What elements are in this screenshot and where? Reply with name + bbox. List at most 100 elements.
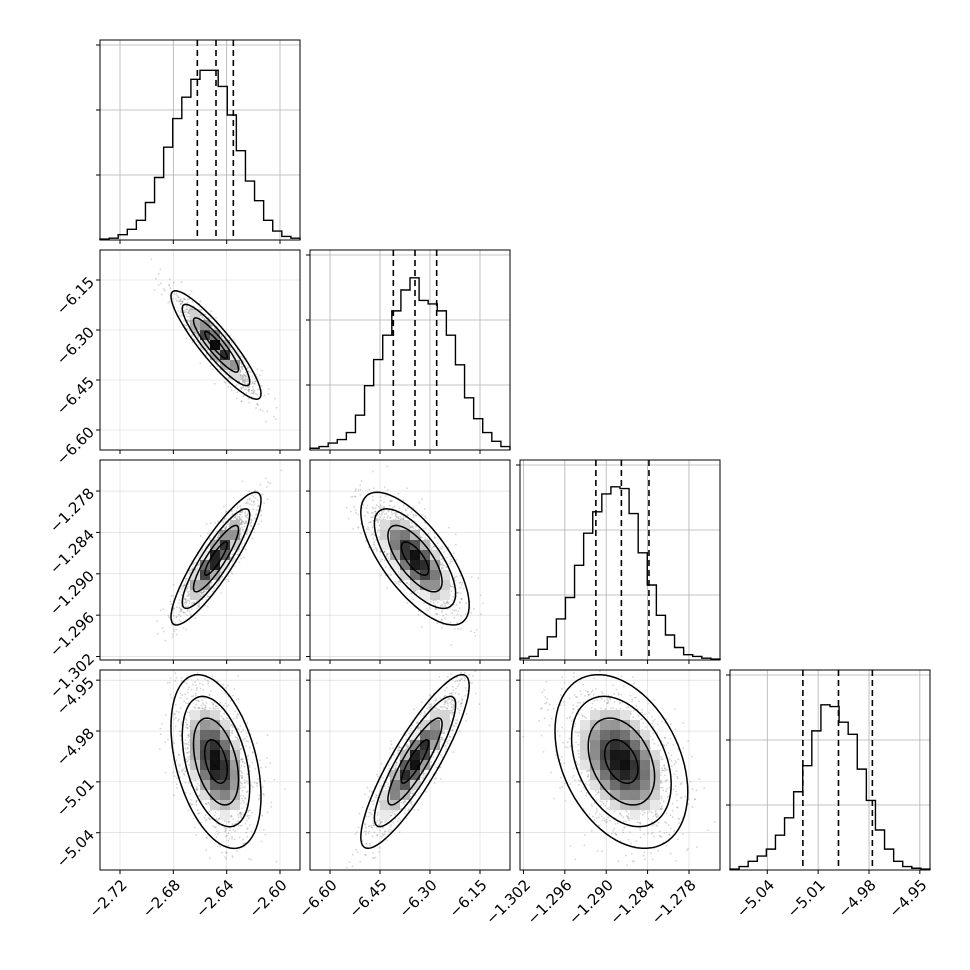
- sample-point: [179, 300, 181, 303]
- sample-point: [402, 518, 405, 521]
- sample-point: [371, 495, 374, 498]
- sample-point: [260, 766, 262, 769]
- sample-point: [232, 338, 235, 341]
- sample-point: [436, 542, 439, 545]
- sample-point: [248, 397, 250, 400]
- sample-point: [198, 330, 201, 332]
- sample-point: [171, 636, 174, 638]
- sample-point: [215, 818, 218, 820]
- sample-point: [227, 386, 230, 388]
- sample-point: [253, 390, 255, 393]
- sample-point: [252, 391, 255, 394]
- sample-point: [157, 284, 160, 286]
- sample-point: [272, 415, 275, 418]
- sample-point: [244, 511, 247, 513]
- sample-point: [184, 612, 186, 614]
- sample-point: [254, 492, 256, 495]
- sample-point: [207, 316, 210, 319]
- sample-point: [440, 619, 443, 622]
- sample-point: [188, 600, 191, 603]
- sample-point: [373, 514, 375, 517]
- sample-point: [380, 560, 382, 563]
- sample-point: [243, 380, 246, 383]
- sample-point: [412, 527, 415, 530]
- sample-point: [223, 505, 225, 508]
- sample-point: [200, 309, 202, 311]
- sample-point: [383, 501, 385, 503]
- sample-point: [251, 389, 254, 392]
- sample-point: [267, 481, 270, 484]
- sample-point: [228, 370, 231, 373]
- sample-point: [353, 506, 355, 508]
- sample-point: [261, 493, 264, 496]
- sample-point: [354, 488, 357, 490]
- sample-point: [455, 609, 457, 612]
- sample-point: [406, 581, 408, 584]
- sample-point: [369, 521, 372, 524]
- sample-point: [250, 521, 253, 524]
- sample-point: [252, 508, 254, 511]
- sample-point: [393, 505, 396, 508]
- sample-point: [204, 313, 207, 316]
- sample-point: [239, 378, 242, 381]
- sample-point: [251, 504, 254, 506]
- sample-point: [397, 517, 400, 520]
- sample-point: [435, 613, 437, 615]
- sample-point: [177, 296, 180, 298]
- sample-point: [197, 337, 200, 339]
- sample-point: [420, 498, 423, 500]
- sample-point: [412, 526, 414, 529]
- sample-point: [246, 498, 249, 501]
- sample-point: [214, 811, 217, 814]
- sample-point: [209, 522, 212, 525]
- sample-point: [245, 388, 248, 391]
- sample-point: [261, 410, 264, 412]
- sample-point: [372, 507, 375, 510]
- sample-point: [474, 635, 477, 637]
- sample-point: [188, 602, 191, 604]
- sample-point: [181, 301, 184, 303]
- sample-point: [176, 294, 179, 297]
- sample-point: [235, 510, 238, 512]
- sample-point: [381, 512, 383, 515]
- sample-point: [253, 389, 256, 392]
- sample-point: [391, 513, 394, 516]
- density-block: [440, 590, 450, 600]
- sample-point: [241, 530, 244, 532]
- sample-point: [173, 630, 176, 633]
- panel-frame: [519, 459, 721, 661]
- sample-point: [175, 628, 178, 631]
- sample-point: [196, 567, 199, 570]
- sample-point: [229, 346, 232, 349]
- sample-point: [246, 386, 249, 388]
- sample-point: [247, 386, 250, 389]
- sample-point: [245, 375, 248, 378]
- sample-point: [371, 526, 374, 529]
- panel-0-0: [96, 39, 301, 244]
- sample-point: [379, 574, 382, 577]
- sample-point: [244, 382, 246, 385]
- sample-point: [230, 571, 233, 573]
- sample-point: [202, 591, 205, 593]
- sample-point: [241, 546, 243, 549]
- sample-point: [184, 739, 187, 741]
- sample-point: [240, 355, 243, 358]
- sample-point: [196, 334, 199, 337]
- sample-point: [170, 595, 173, 597]
- sample-point: [187, 319, 190, 321]
- sample-point: [357, 527, 360, 529]
- sample-point: [393, 512, 396, 515]
- sample-point: [398, 583, 400, 586]
- sample-point: [181, 300, 184, 302]
- sample-point: [259, 374, 261, 377]
- sample-point: [235, 397, 238, 400]
- sample-point: [442, 614, 445, 617]
- histogram-0: [99, 69, 301, 240]
- sample-point: [191, 334, 193, 336]
- sample-point: [397, 492, 400, 495]
- sample-point: [241, 365, 244, 368]
- sample-point: [388, 504, 391, 507]
- sample-point: [213, 814, 216, 817]
- sample-point: [169, 287, 172, 290]
- sample-point: [185, 682, 188, 685]
